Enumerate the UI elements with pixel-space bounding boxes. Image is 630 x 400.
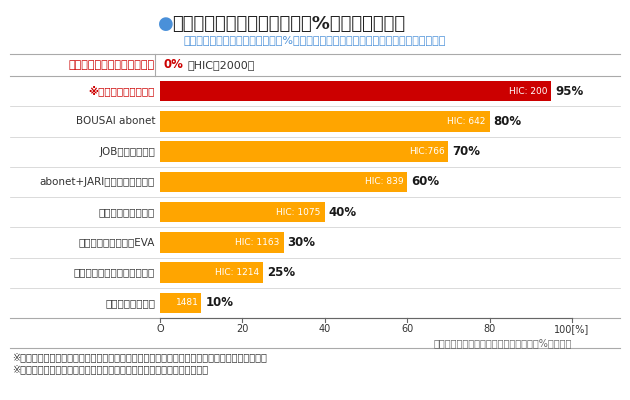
Text: HIC: 839: HIC: 839 bbox=[365, 177, 403, 186]
Text: 20: 20 bbox=[236, 324, 249, 334]
Text: 30%: 30% bbox=[288, 236, 316, 249]
Text: HIC: 1163: HIC: 1163 bbox=[235, 238, 280, 247]
Text: 重傷に陥るリスクの低減率（%）の比較グラフ: 重傷に陥るリスクの低減率（%）の比較グラフ bbox=[172, 15, 405, 33]
Text: 100[%]: 100[%] bbox=[554, 324, 590, 334]
Bar bbox=[160, 81, 551, 102]
Text: ●: ● bbox=[158, 15, 174, 33]
Bar bbox=[160, 292, 201, 313]
Text: abonet+JARIハット、キャップ: abonet+JARIハット、キャップ bbox=[40, 177, 155, 187]
Bar bbox=[160, 172, 407, 192]
Bar bbox=[160, 262, 263, 283]
Text: 95%: 95% bbox=[556, 85, 583, 98]
Text: 10%: 10% bbox=[205, 296, 233, 309]
Text: 25%: 25% bbox=[267, 266, 295, 279]
Text: 40%: 40% bbox=[329, 206, 357, 219]
Text: 80: 80 bbox=[483, 324, 496, 334]
Text: セーフティインナー: セーフティインナー bbox=[99, 207, 155, 217]
Text: 40: 40 bbox=[319, 324, 331, 334]
Bar bbox=[160, 111, 490, 132]
Text: （HIC：2000）: （HIC：2000） bbox=[188, 60, 255, 70]
Text: HIC: 1214: HIC: 1214 bbox=[215, 268, 259, 277]
Text: セーフティインナーメッシュ: セーフティインナーメッシュ bbox=[74, 268, 155, 278]
Text: HIC: 200: HIC: 200 bbox=[509, 87, 547, 96]
Text: HIC:766: HIC:766 bbox=[409, 147, 444, 156]
Text: HIC: 642: HIC: 642 bbox=[447, 117, 486, 126]
Text: 70%: 70% bbox=[452, 145, 481, 158]
Text: 保護帽をかぶっていない場合: 保護帽をかぶっていない場合 bbox=[69, 60, 155, 70]
Text: 0%: 0% bbox=[164, 58, 184, 72]
Text: O: O bbox=[156, 324, 164, 334]
Bar bbox=[160, 202, 325, 222]
Text: 60%: 60% bbox=[411, 175, 439, 188]
Text: HIC: 1075: HIC: 1075 bbox=[277, 208, 321, 217]
Text: 1481: 1481 bbox=[176, 298, 199, 307]
Text: 60: 60 bbox=[401, 324, 413, 334]
Text: セーフティインナーEVA: セーフティインナーEVA bbox=[79, 237, 155, 247]
Text: ※工業用ヘルメットを用いて試験をした参考値です。製品によって値にばらつきがございます。: ※工業用ヘルメットを用いて試験をした参考値です。製品によって値にばらつきがござい… bbox=[12, 352, 267, 362]
Text: JOBスミキャップ: JOBスミキャップ bbox=[99, 147, 155, 157]
Text: ※各製品ともに、最も衝撃を吸収できる個所で試験を行った際の値です。: ※各製品ともに、最も衝撃を吸収できる個所で試験を行った際の値です。 bbox=[12, 364, 208, 374]
Text: BOUSAI abonet: BOUSAI abonet bbox=[76, 116, 155, 126]
Bar bbox=[160, 141, 449, 162]
Text: ※一般的なヘルメット: ※一般的なヘルメット bbox=[89, 86, 155, 96]
Text: グラフ１：重傷に陥るリスクの低減率（%）の比較: グラフ１：重傷に陥るリスクの低減率（%）の比較 bbox=[433, 338, 572, 348]
Text: グラフ１の見方：リスク低減率（%）の数値が高い程、緩衝吸収性能が強い帽子です。: グラフ１の見方：リスク低減率（%）の数値が高い程、緩衝吸収性能が強い帽子です。 bbox=[184, 35, 446, 45]
Text: スポーツメッシュ: スポーツメッシュ bbox=[105, 298, 155, 308]
Bar bbox=[160, 232, 284, 253]
Text: 80%: 80% bbox=[493, 115, 522, 128]
